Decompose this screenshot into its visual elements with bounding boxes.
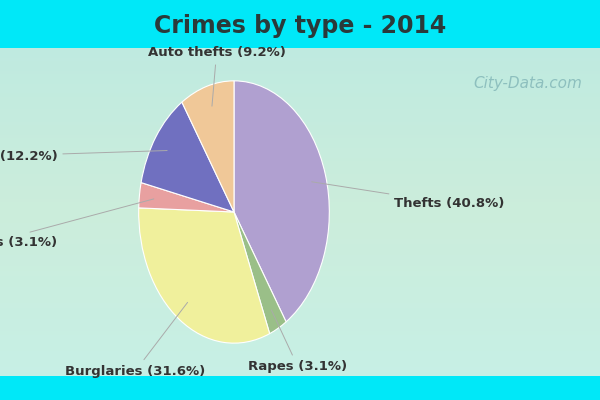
Text: Crimes by type - 2014: Crimes by type - 2014 — [154, 14, 446, 38]
Wedge shape — [141, 102, 234, 212]
Text: Burglaries (31.6%): Burglaries (31.6%) — [65, 302, 205, 378]
Text: Robberies (3.1%): Robberies (3.1%) — [0, 199, 154, 248]
Text: Assaults (12.2%): Assaults (12.2%) — [0, 150, 167, 162]
Wedge shape — [139, 208, 269, 343]
Text: Rapes (3.1%): Rapes (3.1%) — [248, 310, 347, 373]
Text: Thefts (40.8%): Thefts (40.8%) — [311, 182, 505, 210]
Text: City-Data.com: City-Data.com — [473, 76, 582, 91]
Wedge shape — [234, 212, 286, 334]
Wedge shape — [234, 81, 329, 322]
Wedge shape — [139, 182, 234, 212]
Text: Auto thefts (9.2%): Auto thefts (9.2%) — [148, 46, 286, 106]
Wedge shape — [182, 81, 234, 212]
